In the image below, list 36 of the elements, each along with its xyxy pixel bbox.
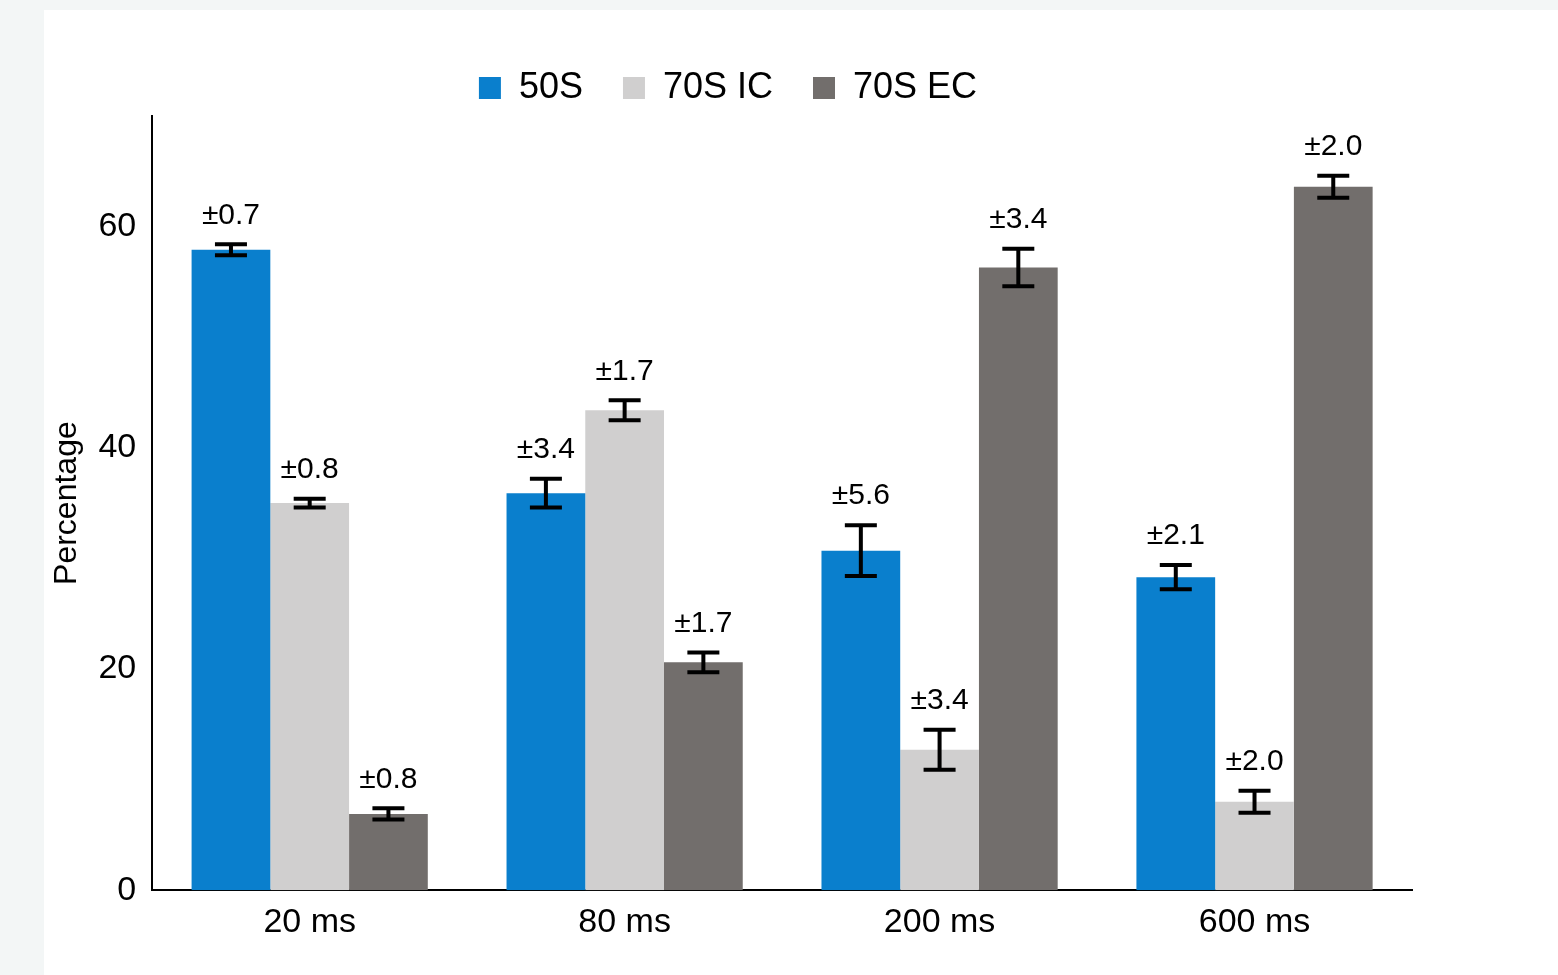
annotation: ±3.4 <box>516 431 575 465</box>
bar <box>664 662 743 891</box>
annotation: ±2.1 <box>1146 517 1205 551</box>
bar <box>900 749 979 891</box>
annotation: ±2.0 <box>1304 127 1363 161</box>
x-tick-label: 80 ms <box>578 900 671 939</box>
annotation: ±0.8 <box>359 760 418 794</box>
legend-label: 70S IC <box>662 64 774 106</box>
y-tick-label: 40 <box>98 426 137 465</box>
annotation: ±0.7 <box>201 196 261 230</box>
bar <box>1215 801 1294 891</box>
annotation: ±3.4 <box>989 200 1048 234</box>
legend-label: 70S EC <box>853 64 978 106</box>
bar <box>1293 186 1373 891</box>
bar <box>506 493 586 891</box>
annotation: ±0.8 <box>280 450 339 484</box>
y-tick-label: 0 <box>117 868 137 907</box>
bar <box>1136 577 1216 891</box>
annotation: ±3.4 <box>910 682 969 716</box>
y-axis-title: Percentage <box>47 421 84 585</box>
annotation: ±1.7 <box>595 352 654 386</box>
y-tick-label: 60 <box>98 204 137 243</box>
x-tick-label: 200 ms <box>883 900 996 939</box>
bar <box>585 410 665 891</box>
annotation: ±5.6 <box>831 477 890 511</box>
x-tick-label: 20 ms <box>263 900 356 939</box>
annotation: ±2.0 <box>1225 742 1284 776</box>
bar <box>191 249 271 891</box>
x-tick-label: 600 ms <box>1198 900 1311 939</box>
annotation: ±1.7 <box>674 604 733 638</box>
bar <box>821 550 901 891</box>
legend-label: 50S <box>518 64 583 106</box>
y-tick-label: 20 <box>98 647 137 686</box>
bar <box>270 503 350 891</box>
bar <box>349 813 428 891</box>
bar <box>978 267 1058 891</box>
